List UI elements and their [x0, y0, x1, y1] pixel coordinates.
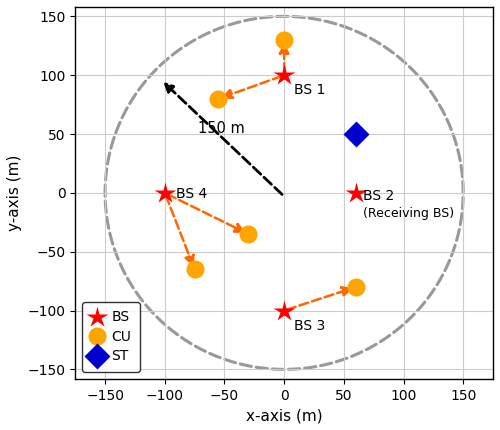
- Text: BS 4: BS 4: [176, 187, 207, 201]
- Text: BS 3: BS 3: [294, 319, 325, 333]
- Text: BS 2: BS 2: [363, 189, 394, 203]
- Text: 150 m: 150 m: [198, 121, 245, 135]
- Legend: BS, CU, ST: BS, CU, ST: [82, 302, 140, 372]
- X-axis label: x-axis (m): x-axis (m): [246, 408, 322, 423]
- Text: BS 1: BS 1: [294, 83, 325, 98]
- Text: (Receiving BS): (Receiving BS): [363, 207, 454, 220]
- Y-axis label: y-axis (m): y-axis (m): [7, 155, 22, 231]
